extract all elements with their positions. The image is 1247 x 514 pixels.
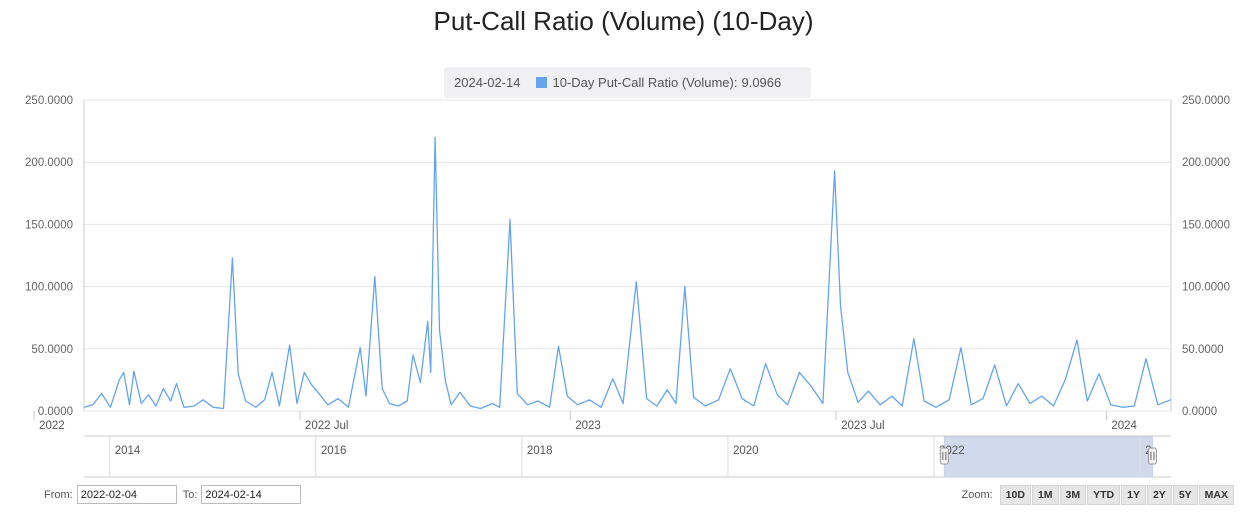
y-tick-label-left: 150.0000 xyxy=(25,219,73,231)
x-tick-label: 2024 xyxy=(1111,420,1137,432)
zoom-1y-button[interactable]: 1Y xyxy=(1121,485,1146,505)
page-title: Put-Call Ratio (Volume) (10-Day) xyxy=(433,6,814,36)
navigator-year-label: 2018 xyxy=(527,445,553,457)
zoom-3m-button[interactable]: 3M xyxy=(1059,485,1087,505)
y-tick-label-left: 100.0000 xyxy=(25,282,73,294)
zoom-controls: Zoom: 10D 1M 3M YTD 1Y 2Y 5Y MAX xyxy=(961,485,1234,505)
zoom-2y-button[interactable]: 2Y xyxy=(1146,485,1172,505)
x-tick-label: 2022 Jul xyxy=(305,420,348,432)
x-tick-label: 2023 Jul xyxy=(841,420,884,432)
tooltip-series-name: 10-Day Put-Call Ratio (Volume) xyxy=(552,75,734,90)
zoom-label: Zoom: xyxy=(961,489,993,501)
from-label: From: xyxy=(44,488,73,501)
x-tick-label: 2022 xyxy=(39,420,65,432)
tooltip-value: 9.0966 xyxy=(741,75,782,90)
y-tick-label-left: 250.0000 xyxy=(25,95,73,107)
grid xyxy=(83,99,1172,412)
y-tick-label-right: 0.0000 xyxy=(1182,406,1217,418)
range-inputs: From: To: xyxy=(44,485,307,504)
x-tick-label: 2023 xyxy=(575,420,601,432)
navigator-left-handle[interactable] xyxy=(939,447,949,465)
y-tick-label-right: 250.0000 xyxy=(1182,95,1230,107)
y-axis-left: 0.0000 50.0000 100.0000 150.0000 200.0000 250… xyxy=(25,95,73,418)
tooltip-swatch xyxy=(535,77,547,88)
navigator-right-handle[interactable] xyxy=(1147,447,1157,465)
y-tick-label-right: 100.0000 xyxy=(1182,282,1230,294)
x-axis: 2022 2022 Jul 2023 2023 Jul 2024 xyxy=(33,411,1138,432)
zoom-10d-button[interactable]: 10D xyxy=(999,485,1031,505)
navigator-year-label: 2014 xyxy=(115,445,141,457)
y-tick-label-right: 200.0000 xyxy=(1182,157,1230,169)
navigator-year-label: 2020 xyxy=(733,445,759,457)
tooltip-date: 2024-02-14 xyxy=(454,75,521,90)
y-tick-label-left: 50.0000 xyxy=(31,344,73,356)
from-date-input[interactable] xyxy=(76,485,177,504)
zoom-5y-button[interactable]: 5Y xyxy=(1172,485,1198,505)
to-label: To: xyxy=(182,488,198,501)
y-tick-label-left: 200.0000 xyxy=(25,157,73,169)
tooltip: 2024-02-14 10-Day Put-Call Ratio (Volume… xyxy=(444,67,811,98)
y-tick-label-right: 50.0000 xyxy=(1182,344,1224,356)
y-axis-right: 0.0000 50.0000 100.0000 150.0000 200.0000 250… xyxy=(1182,95,1230,418)
y-tick-label-right: 150.0000 xyxy=(1182,219,1230,231)
zoom-ytd-button[interactable]: YTD xyxy=(1087,485,1121,505)
zoom-1m-button[interactable]: 1M xyxy=(1031,485,1059,505)
series-line xyxy=(83,136,1172,410)
navigator-year-label: 2016 xyxy=(321,445,347,457)
to-date-input[interactable] xyxy=(201,485,302,504)
y-tick-label-left: 0.0000 xyxy=(38,406,73,418)
navigator-selection[interactable] xyxy=(943,436,1153,478)
tooltip-separator: : xyxy=(733,75,738,90)
zoom-max-button[interactable]: MAX xyxy=(1198,485,1234,505)
